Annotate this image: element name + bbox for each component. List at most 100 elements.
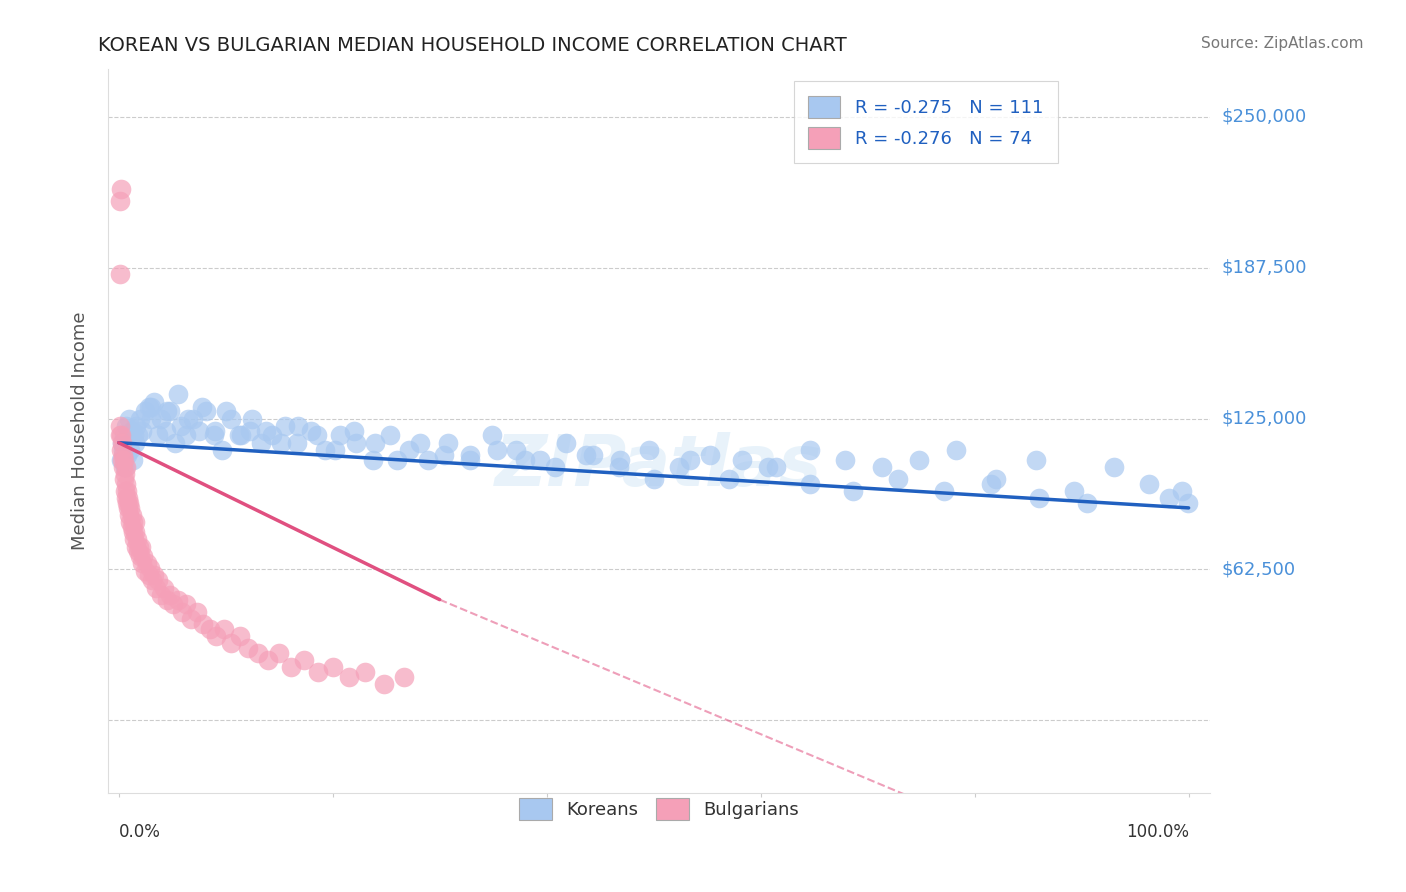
Point bbox=[280, 660, 302, 674]
Point bbox=[170, 418, 193, 433]
Point bbox=[110, 428, 132, 442]
Point bbox=[186, 605, 208, 619]
Point bbox=[162, 598, 184, 612]
Point bbox=[1171, 483, 1194, 498]
Point bbox=[219, 636, 242, 650]
Point bbox=[582, 448, 605, 462]
Point bbox=[305, 428, 328, 442]
Point bbox=[242, 411, 264, 425]
Point bbox=[1137, 476, 1160, 491]
Point bbox=[115, 476, 138, 491]
Point bbox=[609, 459, 631, 474]
Point bbox=[115, 418, 138, 433]
Point bbox=[166, 592, 188, 607]
Point bbox=[115, 491, 138, 506]
Point bbox=[150, 411, 173, 425]
Point bbox=[198, 622, 221, 636]
Point bbox=[121, 452, 143, 467]
Point bbox=[129, 540, 152, 554]
Point bbox=[138, 400, 160, 414]
Point bbox=[458, 448, 481, 462]
Point bbox=[118, 496, 141, 510]
Point bbox=[159, 404, 181, 418]
Point bbox=[152, 581, 174, 595]
Point bbox=[138, 561, 160, 575]
Point bbox=[111, 435, 134, 450]
Point bbox=[180, 612, 202, 626]
Point bbox=[143, 394, 166, 409]
Point bbox=[148, 428, 170, 442]
Point bbox=[117, 500, 139, 515]
Point bbox=[409, 435, 432, 450]
Point bbox=[299, 424, 322, 438]
Point bbox=[638, 442, 661, 457]
Point bbox=[110, 182, 132, 196]
Point bbox=[886, 472, 908, 486]
Point bbox=[307, 665, 329, 679]
Legend: Koreans, Bulgarians: Koreans, Bulgarians bbox=[512, 790, 806, 827]
Point bbox=[1102, 459, 1125, 474]
Point bbox=[114, 467, 136, 481]
Point bbox=[155, 424, 177, 438]
Text: ZIPatlas: ZIPatlas bbox=[495, 433, 823, 501]
Point bbox=[112, 472, 135, 486]
Point bbox=[437, 435, 460, 450]
Point bbox=[111, 435, 134, 450]
Point bbox=[150, 588, 173, 602]
Point bbox=[128, 540, 150, 554]
Point bbox=[246, 646, 269, 660]
Point bbox=[575, 448, 598, 462]
Text: $250,000: $250,000 bbox=[1222, 108, 1306, 126]
Point bbox=[121, 424, 143, 438]
Point bbox=[250, 435, 273, 450]
Point bbox=[193, 616, 215, 631]
Point bbox=[121, 516, 143, 530]
Point bbox=[124, 516, 146, 530]
Point bbox=[394, 670, 416, 684]
Point bbox=[215, 404, 238, 418]
Point bbox=[980, 476, 1002, 491]
Point bbox=[756, 459, 779, 474]
Point bbox=[121, 520, 143, 534]
Point bbox=[125, 533, 148, 547]
Point bbox=[555, 435, 578, 450]
Point bbox=[699, 448, 721, 462]
Point bbox=[1076, 496, 1098, 510]
Point bbox=[108, 267, 131, 281]
Point bbox=[129, 411, 152, 425]
Point bbox=[363, 452, 385, 467]
Point bbox=[138, 568, 160, 582]
Point bbox=[117, 491, 139, 506]
Point bbox=[145, 581, 167, 595]
Point bbox=[287, 435, 309, 450]
Point bbox=[177, 411, 200, 425]
Point bbox=[643, 472, 665, 486]
Point bbox=[174, 598, 197, 612]
Point bbox=[127, 544, 149, 558]
Point bbox=[156, 404, 179, 418]
Point bbox=[254, 424, 277, 438]
Point bbox=[717, 472, 740, 486]
Point bbox=[212, 622, 235, 636]
Point bbox=[273, 418, 295, 433]
Point bbox=[269, 646, 291, 660]
Point bbox=[731, 452, 754, 467]
Point bbox=[131, 557, 153, 571]
Point bbox=[114, 483, 136, 498]
Point bbox=[124, 524, 146, 539]
Point bbox=[112, 428, 135, 442]
Point bbox=[125, 418, 148, 433]
Point bbox=[117, 483, 139, 498]
Point bbox=[141, 574, 163, 588]
Point bbox=[195, 404, 218, 418]
Point bbox=[166, 387, 188, 401]
Text: KOREAN VS BULGARIAN MEDIAN HOUSEHOLD INCOME CORRELATION CHART: KOREAN VS BULGARIAN MEDIAN HOUSEHOLD INC… bbox=[98, 36, 848, 54]
Point bbox=[127, 428, 149, 442]
Point bbox=[260, 428, 283, 442]
Point bbox=[239, 424, 262, 438]
Text: Source: ZipAtlas.com: Source: ZipAtlas.com bbox=[1201, 36, 1364, 51]
Point bbox=[343, 424, 366, 438]
Point bbox=[202, 428, 225, 442]
Point bbox=[353, 665, 375, 679]
Point bbox=[112, 452, 135, 467]
